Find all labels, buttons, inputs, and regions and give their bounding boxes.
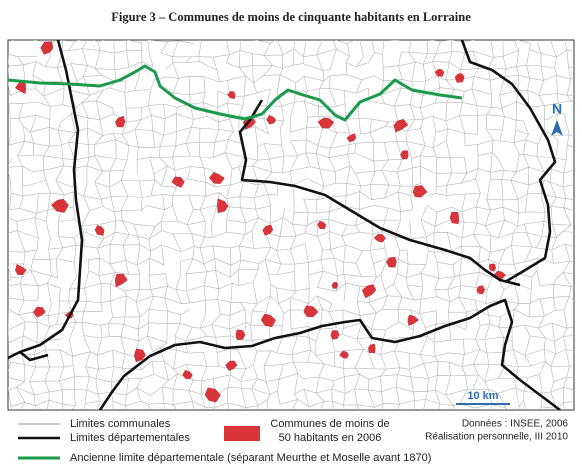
scale-label: 10 km xyxy=(467,390,498,402)
legend: Limites communales Limites départemental… xyxy=(18,418,431,464)
small-commune xyxy=(407,314,420,326)
small-commune xyxy=(182,369,193,380)
small-commune xyxy=(368,343,376,354)
department-limits xyxy=(8,40,561,410)
small-commune xyxy=(346,133,357,143)
department-border xyxy=(460,40,557,284)
small-commune xyxy=(51,198,69,213)
north-arrow: N xyxy=(551,101,563,136)
department-border xyxy=(238,99,521,287)
source-line: Réalisation personnelle, III 2010 xyxy=(425,432,568,443)
legend-label: Limites communales xyxy=(70,418,171,430)
small-commune xyxy=(115,115,126,128)
small-commune xyxy=(260,313,276,328)
small-commune xyxy=(303,305,319,318)
small-commune xyxy=(114,273,128,288)
small-commune xyxy=(204,387,221,403)
small-commune xyxy=(33,306,46,318)
small-commune xyxy=(373,234,386,243)
small-commune xyxy=(449,211,460,225)
commune-mesh xyxy=(8,40,574,410)
legend-label: 50 habitants en 2006 xyxy=(279,432,382,444)
small-communes xyxy=(15,41,506,403)
small-commune xyxy=(235,329,246,341)
small-commune xyxy=(361,284,377,299)
small-commune xyxy=(262,224,274,236)
small-commune xyxy=(339,350,349,359)
small-commune xyxy=(217,198,229,214)
small-commune xyxy=(331,281,339,289)
commune-limits xyxy=(8,40,574,410)
small-commune xyxy=(412,185,428,198)
department-border xyxy=(19,350,49,362)
small-commune xyxy=(134,348,146,363)
small-commune xyxy=(209,172,225,184)
small-commune xyxy=(393,118,409,133)
north-label: N xyxy=(552,101,562,117)
small-commune xyxy=(317,117,335,129)
small-commune xyxy=(171,176,185,188)
small-commune xyxy=(225,360,238,371)
small-commune xyxy=(15,264,27,276)
small-commune xyxy=(434,69,445,77)
figure-title: Figure 3 – Communes de moins de cinquant… xyxy=(111,10,471,24)
small-commune xyxy=(227,91,236,100)
legend-label: Limites départementales xyxy=(70,432,190,444)
legend-label: Ancienne limite départementale (séparant… xyxy=(70,452,431,464)
map: 10 km N xyxy=(7,39,575,411)
small-commune xyxy=(454,73,465,83)
source-line: Données : INSEE, 2006 xyxy=(462,419,569,430)
small-commune xyxy=(317,220,327,230)
small-commune xyxy=(94,225,105,236)
small-commune xyxy=(266,114,277,125)
department-border xyxy=(98,298,561,410)
legend-label: Communes de moins de xyxy=(270,418,389,430)
legend-swatch xyxy=(224,426,260,441)
small-commune xyxy=(330,330,340,340)
old-department-limit xyxy=(8,64,463,122)
small-commune xyxy=(488,263,497,272)
department-border xyxy=(8,40,84,360)
small-commune xyxy=(400,150,409,160)
small-commune xyxy=(476,285,486,295)
scale-bar: 10 km xyxy=(456,390,510,405)
north-icon xyxy=(551,120,563,136)
small-commune xyxy=(386,256,397,268)
small-commune xyxy=(40,41,54,55)
